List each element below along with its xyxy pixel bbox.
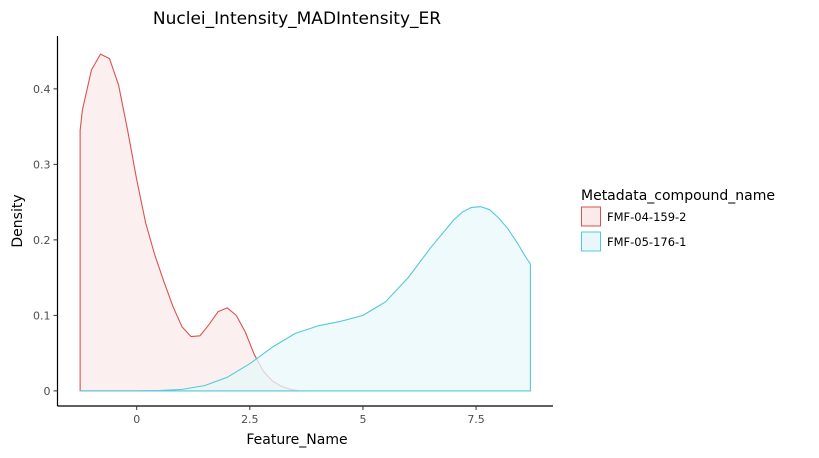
- plot-area: [79, 53, 531, 392]
- legend-label-2: FMF-05-176-1: [607, 235, 687, 249]
- y-axis-label: Density: [10, 194, 26, 247]
- y-tick-label: 0.3: [33, 158, 51, 171]
- density-area-series-2: [79, 206, 531, 392]
- x-axis-label: Feature_Name: [246, 432, 347, 448]
- legend-items: FMF-04-159-2 FMF-05-176-1: [581, 206, 687, 252]
- y-tick-label: 0: [44, 385, 51, 398]
- x-tick-label: 0: [133, 413, 140, 426]
- y-axis-ticks: 0 0.1 0.2 0.3 0.4: [33, 83, 58, 398]
- y-tick-label: 0.2: [33, 234, 51, 247]
- y-tick-label: 0.4: [33, 83, 51, 96]
- x-tick-label: 5: [359, 413, 366, 426]
- legend-swatch-2: [581, 231, 601, 252]
- legend-swatch-1: [581, 206, 601, 227]
- x-tick-label: 2.5: [241, 413, 259, 426]
- chart-title: Nuclei_Intensity_MADIntensity_ER: [153, 9, 441, 29]
- legend-title: Metadata_compound_name: [581, 188, 775, 204]
- legend: Metadata_compound_name FMF-04-159-2FMF-0…: [581, 188, 775, 252]
- y-tick-label: 0.1: [33, 309, 51, 322]
- legend-label-1: FMF-04-159-2: [607, 210, 687, 224]
- x-tick-label: 7.5: [467, 413, 485, 426]
- x-axis-ticks: 0 2.5 5 7.5: [133, 406, 485, 426]
